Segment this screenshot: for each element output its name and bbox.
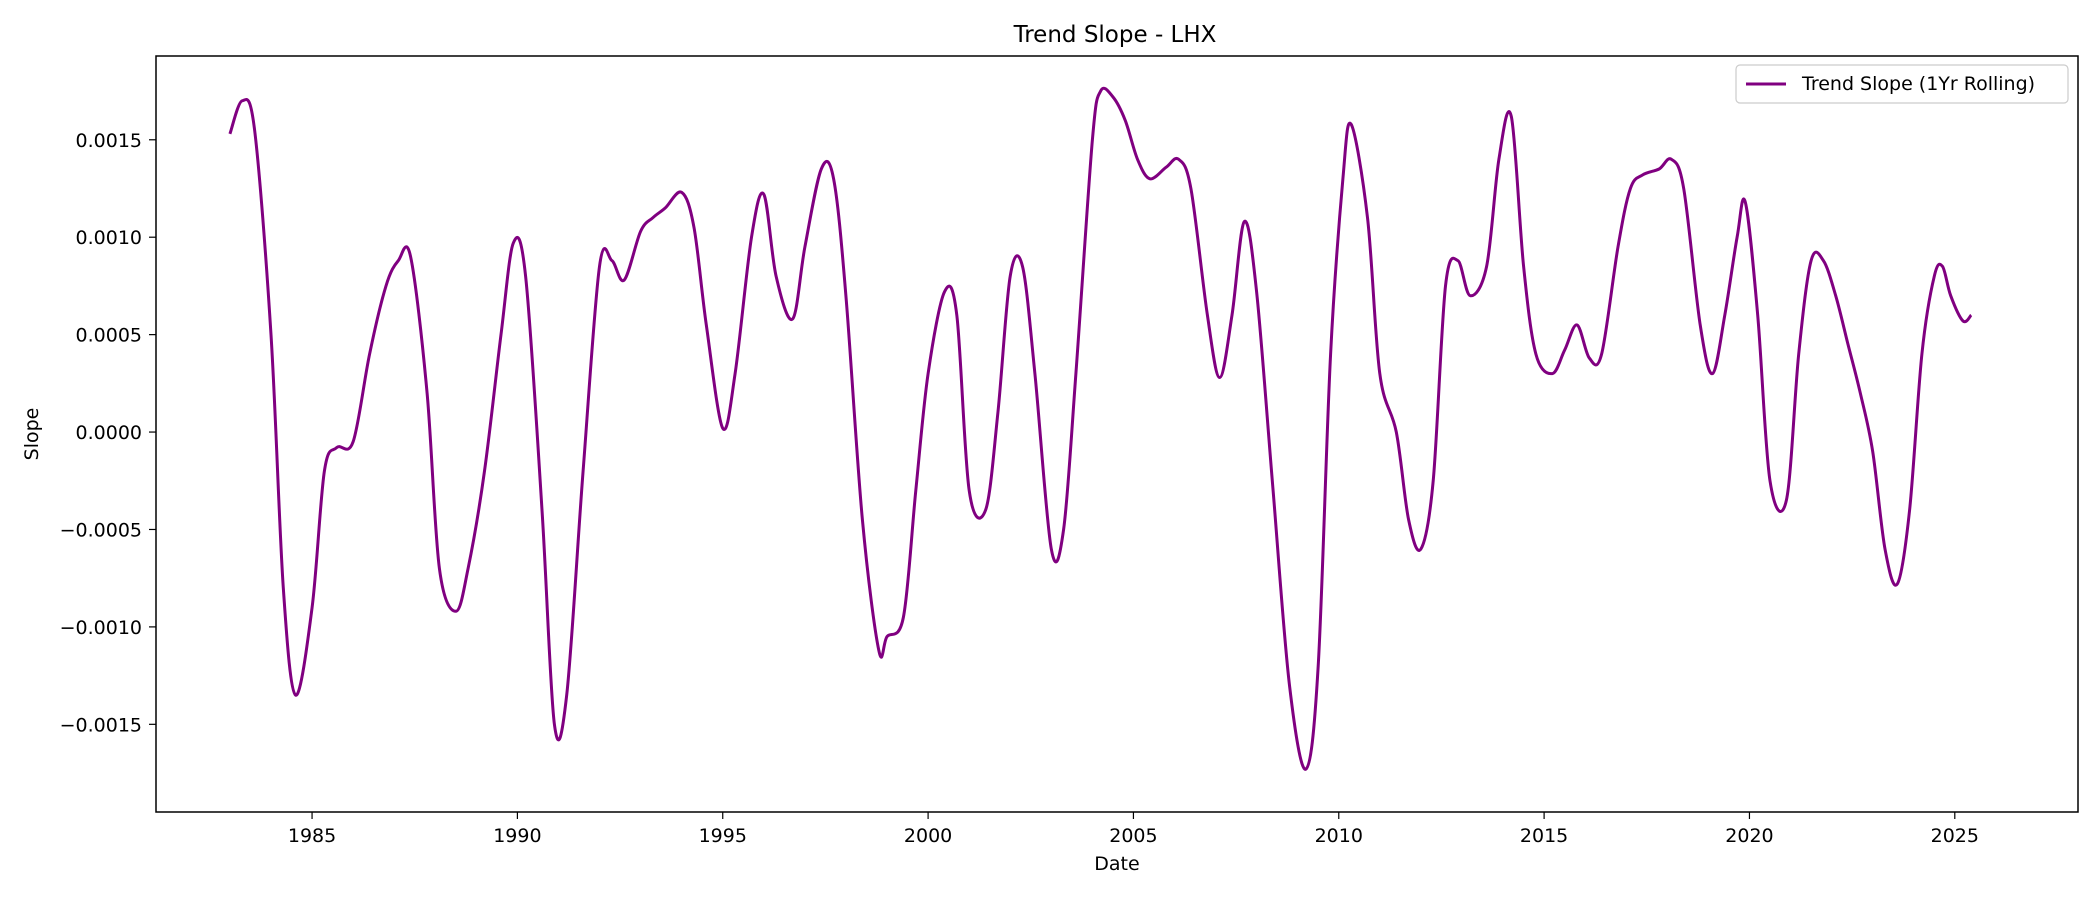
y-tick-label: −0.0010 (60, 617, 142, 639)
x-tick-label: 1990 (493, 825, 541, 847)
series-layer (228, 86, 1973, 771)
legend: Trend Slope (1Yr Rolling) (1735, 64, 2069, 104)
y-axis-ticks: −0.0015 −0.0010 −0.0005 0.0000 0.0005 0.0010 0… (60, 130, 156, 736)
chart-title: Trend Slope - LHX (1013, 22, 1217, 48)
y-tick-label: 0.0010 (76, 227, 142, 249)
y-tick-label: −0.0005 (60, 519, 142, 541)
y-tick-label: −0.0015 (60, 714, 142, 736)
y-tick-label: 0.0015 (76, 130, 142, 152)
plot-frame (155, 55, 2079, 813)
x-axis-ticks: 1985 1990 1995 2000 2005 2010 2015 2020 2025 (288, 812, 1979, 847)
x-tick-label: 1995 (699, 825, 747, 847)
x-tick-label: 2010 (1315, 825, 1363, 847)
x-tick-label: 2025 (1931, 825, 1979, 847)
y-axis-label: Slope (21, 408, 43, 461)
y-tick-label: 0.0000 (76, 422, 142, 444)
x-tick-label: 2005 (1109, 825, 1157, 847)
legend-box (1735, 64, 2069, 104)
x-tick-label: 2000 (904, 825, 952, 847)
x-tick-label: 1985 (288, 825, 336, 847)
x-axis-label: Date (1094, 853, 1139, 875)
legend-label: Trend Slope (1Yr Rolling) (1801, 73, 2035, 95)
y-tick-label: 0.0005 (76, 325, 142, 347)
series-line-trend-slope (228, 86, 1973, 771)
x-tick-label: 2015 (1520, 825, 1568, 847)
plot-area (155, 55, 2079, 813)
x-tick-label: 2020 (1725, 825, 1773, 847)
